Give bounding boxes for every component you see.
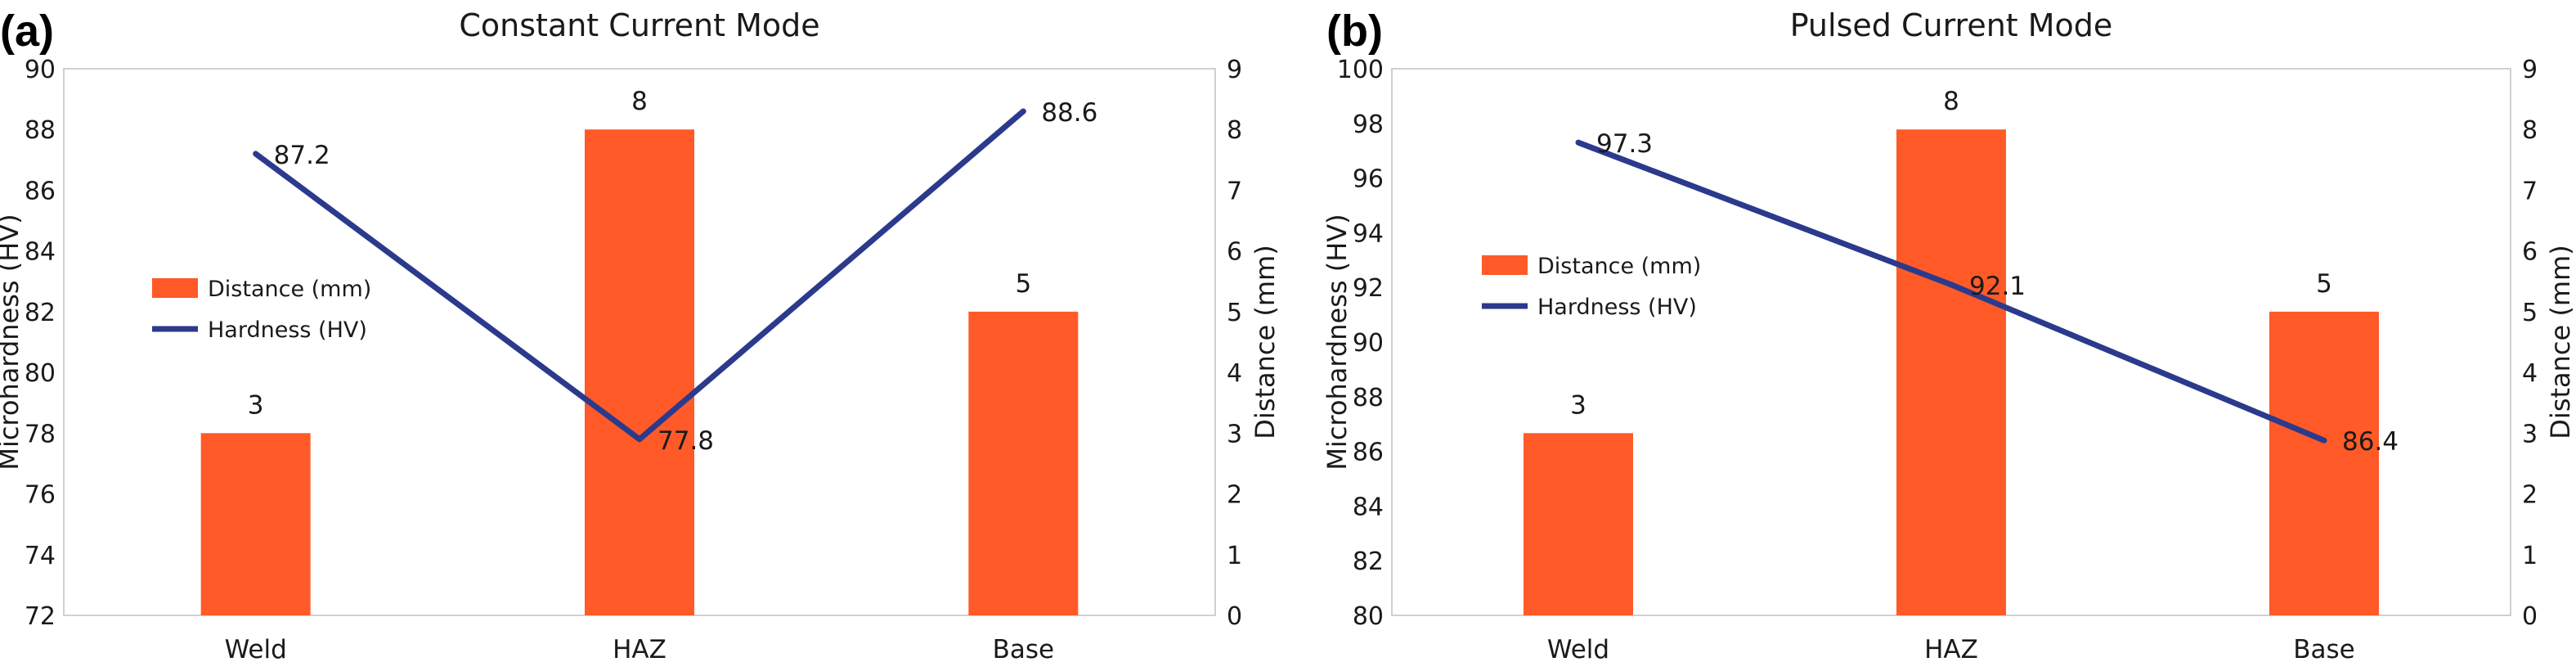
chart-panel-b: (b) Pulsed Current Mode808284868890929496…: [1322, 7, 2576, 664]
bar: [968, 311, 1079, 615]
y-axis-title: Microhardness (HV): [1322, 214, 1353, 470]
chart-title: Constant Current Mode: [459, 7, 819, 43]
y-tick-label: 82: [1353, 547, 1384, 576]
y-tick-label: 90: [25, 56, 56, 84]
legend-label: Hardness (HV): [208, 317, 367, 343]
legend-label: Distance (mm): [208, 277, 371, 302]
y2-tick-label: 4: [2522, 359, 2538, 388]
legend-label: Hardness (HV): [1537, 295, 1697, 320]
y-tick-label: 94: [1353, 219, 1384, 248]
y-tick-label: 84: [1353, 493, 1384, 521]
y-tick-label: 76: [25, 481, 56, 510]
bar-data-label: 3: [1570, 390, 1586, 420]
legend-swatch-bar: [1482, 255, 1528, 275]
bar: [1896, 129, 2006, 615]
y2-tick-label: 5: [2522, 299, 2538, 327]
line-point: [2321, 437, 2327, 444]
chart-title: Pulsed Current Mode: [1790, 7, 2113, 43]
y-tick-label: 98: [1353, 110, 1384, 139]
line-point: [1020, 108, 1026, 115]
chart-panel-a: (a) Constant Current Mode7274767880828486…: [0, 7, 1281, 664]
line-point: [253, 151, 259, 157]
y2-tick-label: 7: [1227, 177, 1242, 205]
y-tick-label: 86: [1353, 439, 1384, 467]
x-tick-label: Weld: [225, 635, 287, 664]
y-tick-label: 80: [1353, 602, 1384, 631]
y2-tick-label: 3: [1227, 420, 1242, 448]
bar-data-label: 3: [248, 390, 264, 420]
y2-tick-label: 7: [2522, 177, 2538, 205]
y-tick-label: 88: [1353, 384, 1384, 412]
y2-tick-label: 6: [2522, 238, 2538, 267]
x-tick-label: Base: [993, 635, 1055, 664]
bar: [1524, 433, 1633, 615]
panel-label: (b): [1326, 7, 1383, 56]
y2-tick-label: 6: [1227, 238, 1242, 267]
bar-data-label: 8: [631, 87, 648, 116]
y2-tick-label: 0: [2522, 602, 2538, 631]
y-axis-title: Microhardness (HV): [0, 214, 25, 470]
y-tick-label: 92: [1353, 274, 1384, 303]
x-tick-label: HAZ: [1924, 635, 1978, 664]
y2-tick-label: 8: [2522, 116, 2538, 145]
y2-tick-label: 9: [1227, 56, 1242, 84]
y2-tick-label: 5: [1227, 299, 1242, 327]
y-tick-label: 96: [1353, 165, 1384, 194]
y2-tick-label: 3: [2522, 420, 2538, 448]
line-data-label: 77.8: [657, 426, 714, 456]
y-tick-label: 90: [1353, 329, 1384, 358]
bar: [2269, 311, 2379, 615]
x-tick-label: HAZ: [613, 635, 666, 664]
legend-label: Distance (mm): [1537, 254, 1701, 279]
y-tick-label: 82: [25, 299, 56, 327]
y2-tick-label: 1: [1227, 542, 1242, 570]
y-tick-label: 80: [25, 359, 56, 388]
y2-axis-title: Distance (mm): [1250, 245, 1281, 439]
y2-tick-label: 9: [2522, 56, 2538, 84]
y2-tick-label: 2: [1227, 481, 1242, 510]
line-data-label: 92.1: [1969, 272, 2026, 301]
y-tick-label: 78: [25, 420, 56, 448]
y-tick-label: 100: [1337, 56, 1384, 84]
line-data-label: 88.6: [1041, 98, 1097, 128]
line-point: [1575, 139, 1582, 146]
legend-swatch-bar: [152, 278, 198, 298]
y-tick-label: 88: [25, 116, 56, 145]
y-tick-label: 74: [25, 542, 56, 570]
y-tick-label: 72: [25, 602, 56, 631]
line-data-label: 86.4: [2342, 427, 2399, 457]
line-data-label: 97.3: [1596, 129, 1653, 159]
y2-tick-label: 2: [2522, 481, 2538, 510]
y-tick-label: 86: [25, 177, 56, 205]
panel-label: (a): [0, 7, 54, 56]
y2-tick-label: 1: [2522, 542, 2538, 570]
x-tick-label: Base: [2293, 635, 2355, 664]
line-data-label: 87.2: [274, 141, 330, 170]
y2-axis-title: Distance (mm): [2545, 245, 2576, 439]
bar: [585, 129, 694, 615]
y-tick-label: 84: [25, 238, 56, 267]
bar-data-label: 5: [1015, 269, 1031, 299]
bar-data-label: 5: [2316, 269, 2332, 299]
x-tick-label: Weld: [1547, 635, 1609, 664]
bar: [200, 433, 311, 615]
y2-tick-label: 4: [1227, 359, 1242, 388]
bar-data-label: 8: [1943, 87, 1959, 116]
line-point: [636, 436, 643, 443]
y2-tick-label: 8: [1227, 116, 1242, 145]
y2-tick-label: 0: [1227, 602, 1242, 631]
line-point: [1948, 281, 1954, 288]
